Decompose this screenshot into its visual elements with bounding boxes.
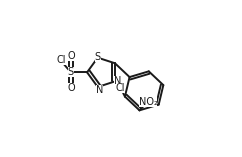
- Text: Cl: Cl: [116, 83, 125, 93]
- Text: S: S: [95, 52, 101, 62]
- Text: O: O: [67, 83, 75, 93]
- Text: O: O: [67, 51, 75, 61]
- Text: N: N: [114, 76, 121, 86]
- Text: Cl: Cl: [56, 55, 66, 65]
- Text: N: N: [96, 85, 103, 95]
- Text: NO₂: NO₂: [138, 97, 157, 107]
- Text: S: S: [68, 67, 74, 77]
